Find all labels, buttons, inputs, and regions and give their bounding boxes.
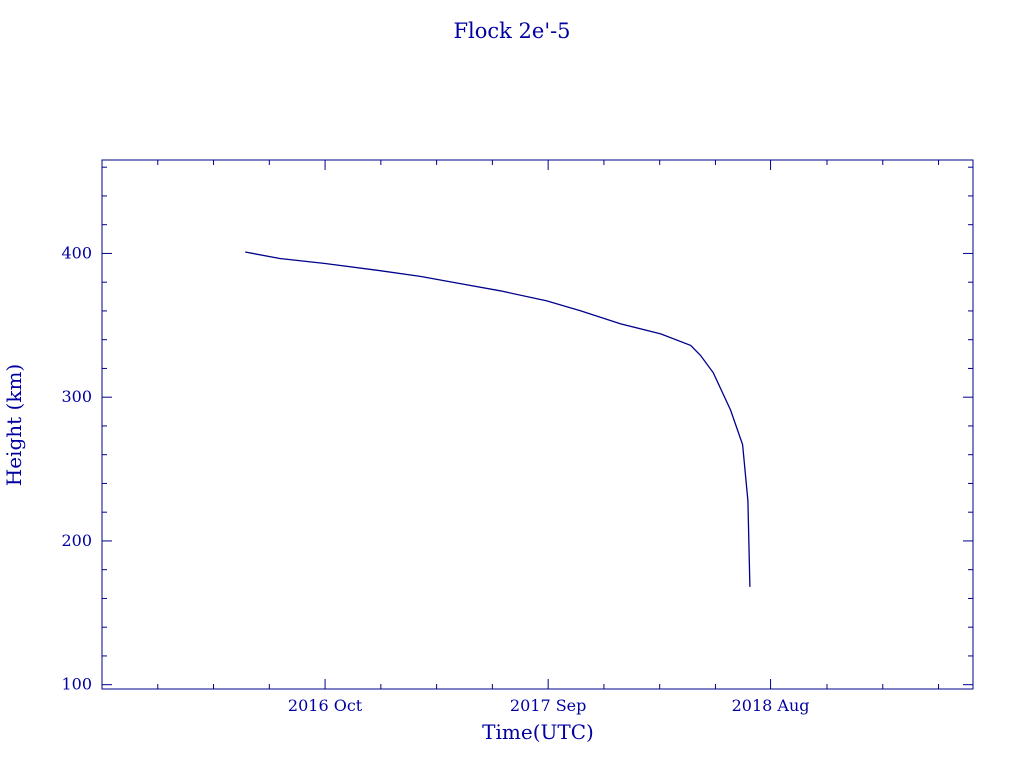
y-tick-label: 200 [61,531,92,550]
x-axis-label: Time(UTC) [482,720,594,744]
x-tick-label: 2016 Oct [288,696,363,715]
y-tick-label: 400 [61,243,92,262]
y-tick-label: 100 [61,675,92,694]
x-axis: 2016 Oct 2017 Sep 2018 Aug [157,160,940,715]
y-axis-label: Height (km) [2,364,26,486]
plot-frame [101,159,974,690]
y-tick-label: 300 [61,387,92,406]
series-line [245,251,751,587]
x-tick-label: 2018 Aug [732,696,810,715]
x-tick-label: 2017 Sep [510,696,586,715]
y-axis: 100 200 300 400 [61,166,973,694]
chart-title: Flock 2e'-5 [453,19,570,43]
